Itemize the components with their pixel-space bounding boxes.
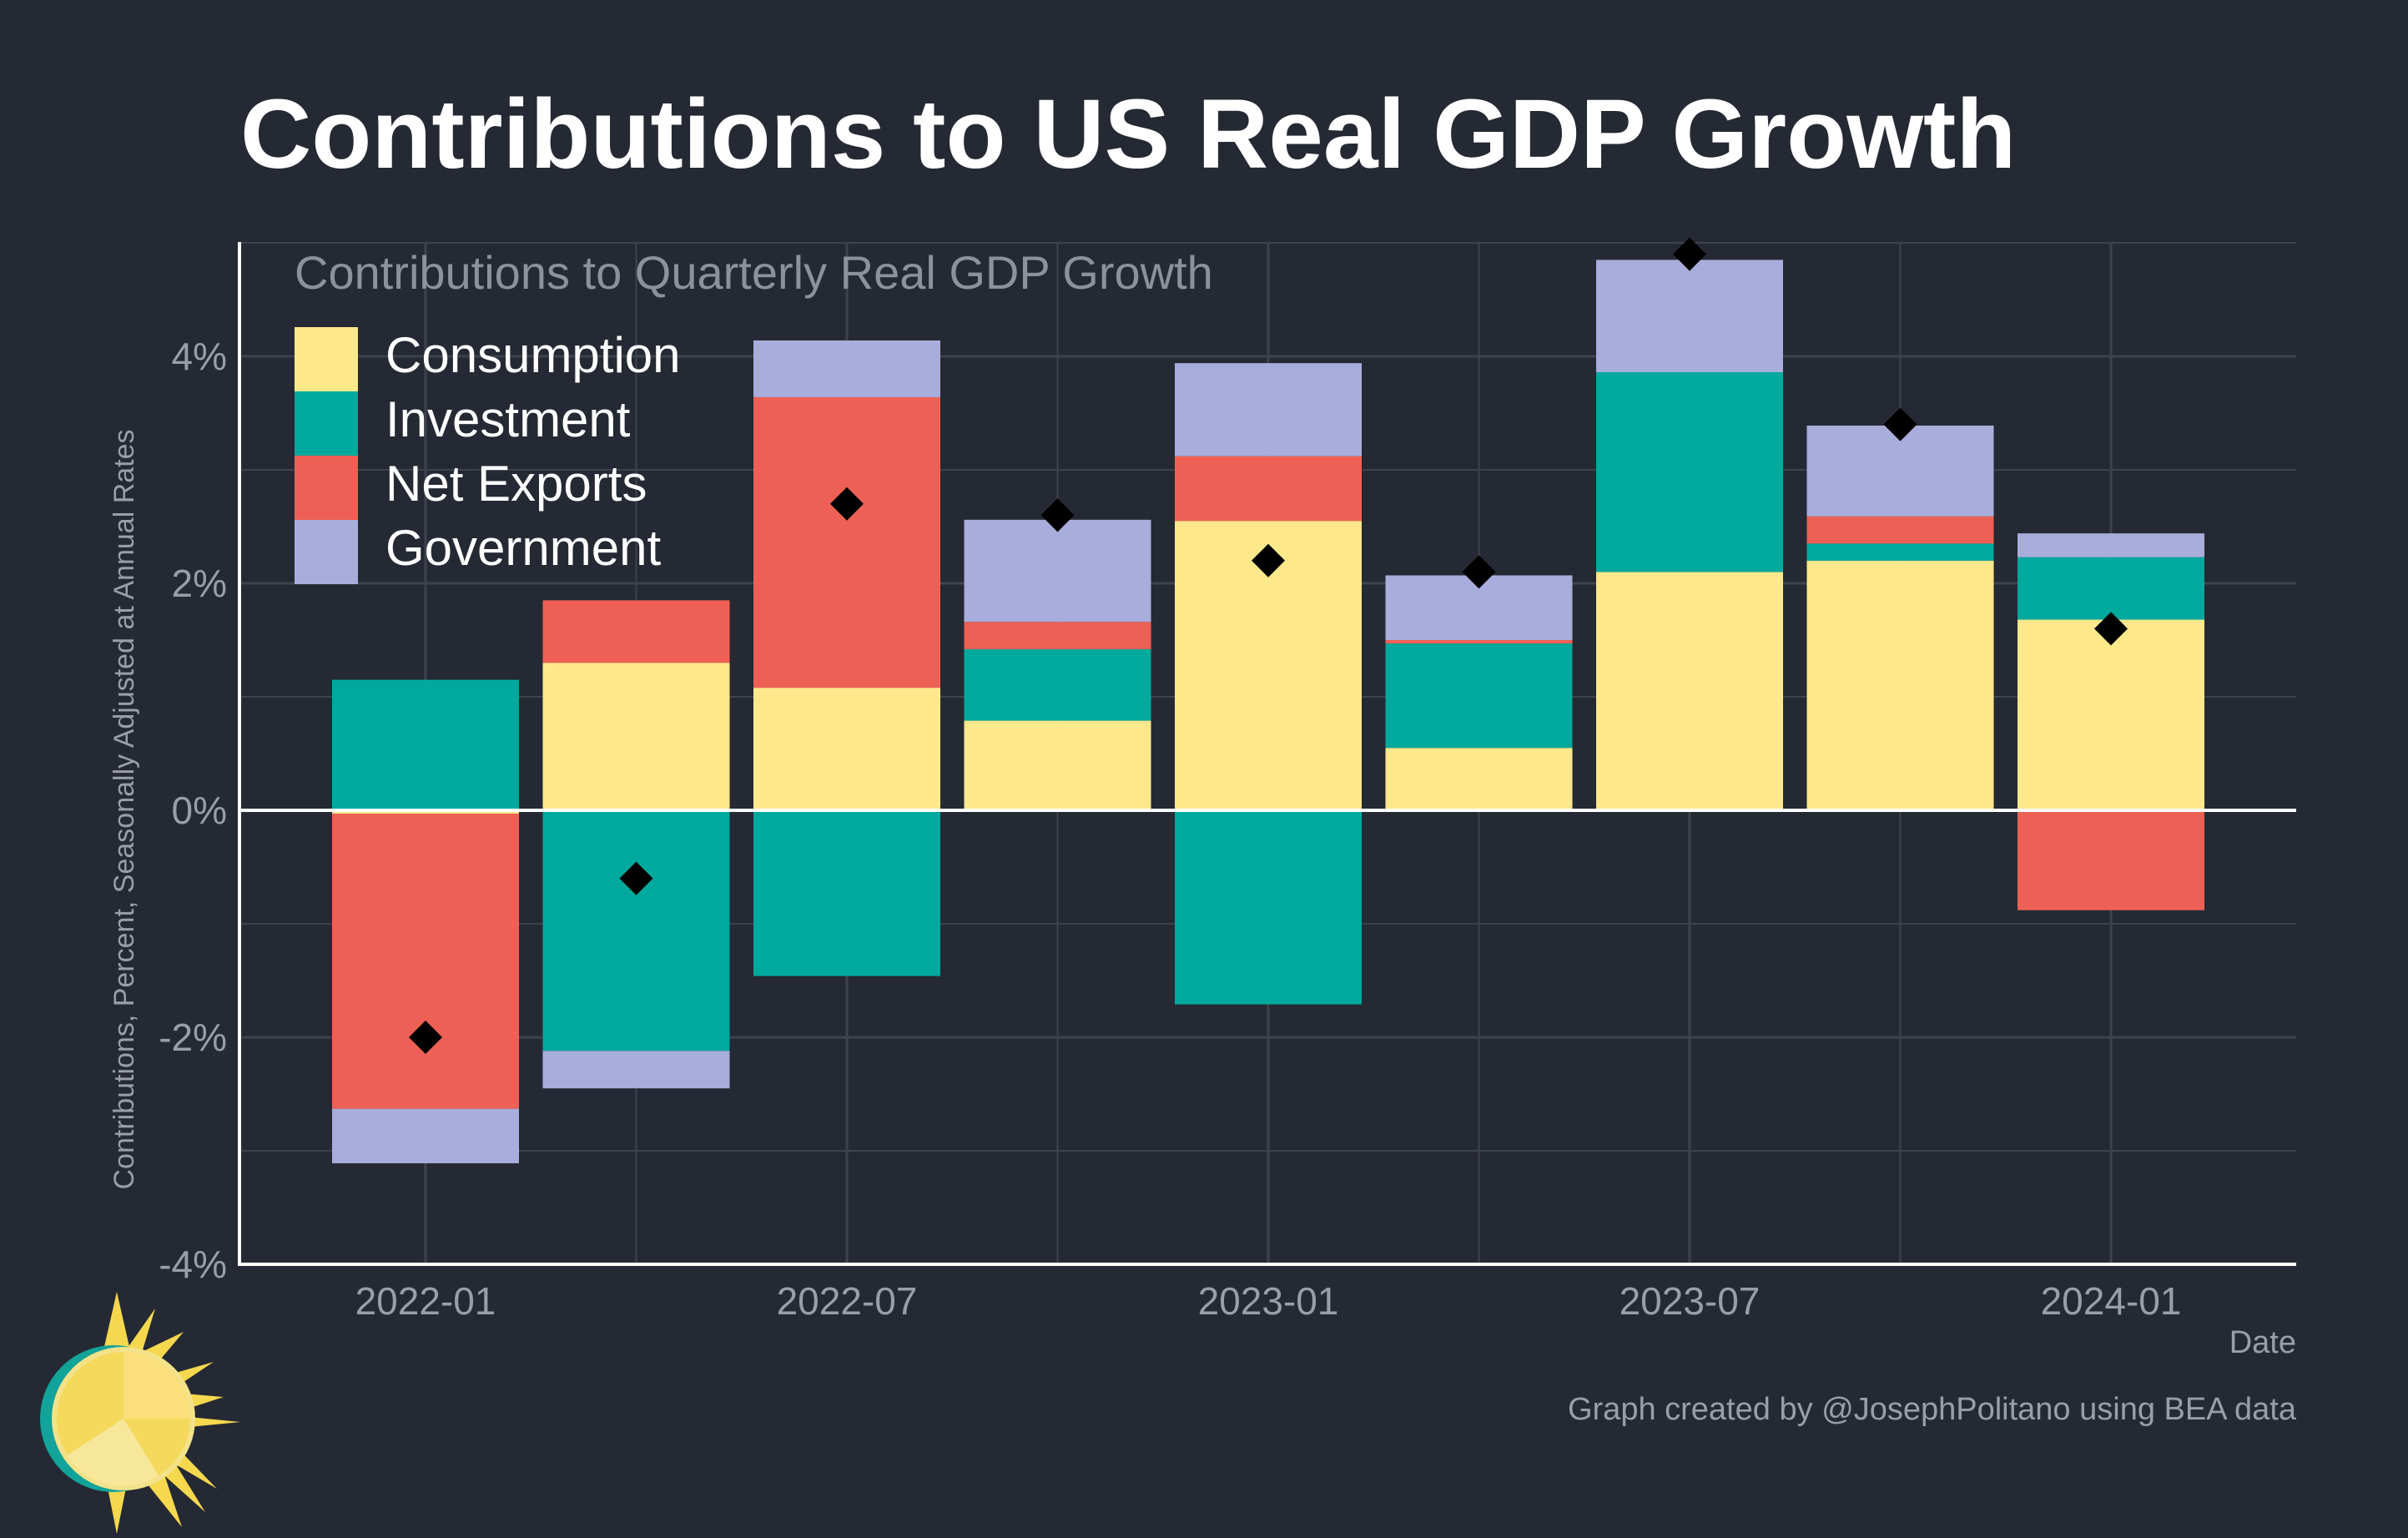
bar-net-exports-2022-01 xyxy=(332,814,519,1109)
bar-government-2022-04 xyxy=(542,1051,730,1089)
bar-government-2023-01 xyxy=(1175,363,1362,456)
sun-logo-icon xyxy=(40,1292,240,1534)
bar-consumption-2023-04 xyxy=(1385,748,1573,810)
x-tick-label: 2024-01 xyxy=(2041,1279,2182,1323)
bar-consumption-2022-04 xyxy=(542,663,730,810)
legend-swatch-consumption xyxy=(295,327,358,391)
y-tick-label: 4% xyxy=(172,335,227,378)
bar-government-2022-10 xyxy=(964,519,1151,623)
legend-swatch-government xyxy=(295,520,358,584)
x-tick-label: 2023-01 xyxy=(1198,1279,1339,1323)
bar-net-exports-2022-07 xyxy=(753,396,940,688)
total-markers xyxy=(409,237,2128,1054)
x-tick-label: 2022-07 xyxy=(777,1279,918,1323)
y-tick-label: 0% xyxy=(172,789,227,832)
bar-net-exports-2023-10 xyxy=(1806,516,1994,544)
legend-label: Government xyxy=(385,520,661,576)
legend-label: Investment xyxy=(385,391,631,447)
x-tick-label: 2023-07 xyxy=(1620,1279,1761,1323)
bar-government-2022-07 xyxy=(753,340,940,397)
total-marker-2022-07 xyxy=(830,487,864,521)
total-marker-2023-04 xyxy=(1462,555,1496,589)
bar-net-exports-2022-10 xyxy=(964,622,1151,649)
bar-investment-2022-10 xyxy=(964,648,1151,721)
bar-net-exports-2023-04 xyxy=(1385,640,1573,644)
bar-net-exports-2022-04 xyxy=(542,600,730,663)
total-marker-2022-10 xyxy=(1040,498,1075,532)
x-tick-label: 2022-01 xyxy=(355,1279,496,1323)
legend-label: Consumption xyxy=(385,327,681,383)
total-marker-2023-10 xyxy=(1883,407,1917,441)
bar-consumption-2023-10 xyxy=(1806,560,1994,810)
tick-labels: -4% -2% 0% 2% 4% 2022-01 2022-07 2023-01 2023-07… xyxy=(159,335,2181,1323)
bar-government-2022-01 xyxy=(332,1108,519,1163)
legend: Consumption Investment Net Exports Governme… xyxy=(295,327,681,584)
chart-subtitle: Contributions to Quarterly Real GDP Grow… xyxy=(295,246,1213,299)
bar-investment-2023-04 xyxy=(1385,643,1573,749)
bars xyxy=(332,260,2204,1163)
total-marker-2022-04 xyxy=(619,861,653,895)
bar-investment-2022-01 xyxy=(332,679,519,810)
bar-consumption-2024-01 xyxy=(2018,619,2204,810)
total-marker-2024-01 xyxy=(2094,612,2128,646)
bar-government-2024-01 xyxy=(2018,533,2204,557)
total-marker-2022-01 xyxy=(409,1021,442,1054)
bar-consumption-2022-07 xyxy=(753,688,940,810)
axes xyxy=(238,242,2296,1266)
bar-investment-2022-07 xyxy=(753,810,940,976)
y-tick-label: -4% xyxy=(159,1243,227,1286)
total-marker-2023-07 xyxy=(1673,237,1706,271)
bar-investment-2022-04 xyxy=(542,810,730,1051)
bar-consumption-2022-10 xyxy=(964,720,1151,810)
chart-title: Contributions to US Real GDP Growth xyxy=(240,79,2017,189)
bar-consumption-2023-07 xyxy=(1596,572,1783,810)
bar-government-2023-07 xyxy=(1596,260,1783,373)
legend-label: Net Exports xyxy=(385,456,647,512)
x-axis-label: Date xyxy=(2229,1325,2296,1360)
bar-investment-2024-01 xyxy=(2018,557,2204,620)
legend-swatch-investment xyxy=(295,391,358,456)
credit-text: Graph created by @JosephPolitano using B… xyxy=(1567,1392,2296,1427)
y-tick-label: 2% xyxy=(172,562,227,605)
y-tick-label: -2% xyxy=(159,1016,227,1059)
bar-net-exports-2023-01 xyxy=(1175,456,1362,522)
total-marker-2023-01 xyxy=(1252,543,1285,577)
bar-investment-2023-07 xyxy=(1596,372,1783,572)
bar-investment-2023-10 xyxy=(1806,543,1994,561)
legend-swatch-net-exports xyxy=(295,456,358,520)
bar-investment-2023-01 xyxy=(1175,810,1362,1005)
bar-net-exports-2024-01 xyxy=(2018,810,2204,910)
y-axis-label: Contributions, Percent, Seasonally Adjus… xyxy=(108,429,140,1189)
bar-consumption-2022-01 xyxy=(332,810,519,814)
